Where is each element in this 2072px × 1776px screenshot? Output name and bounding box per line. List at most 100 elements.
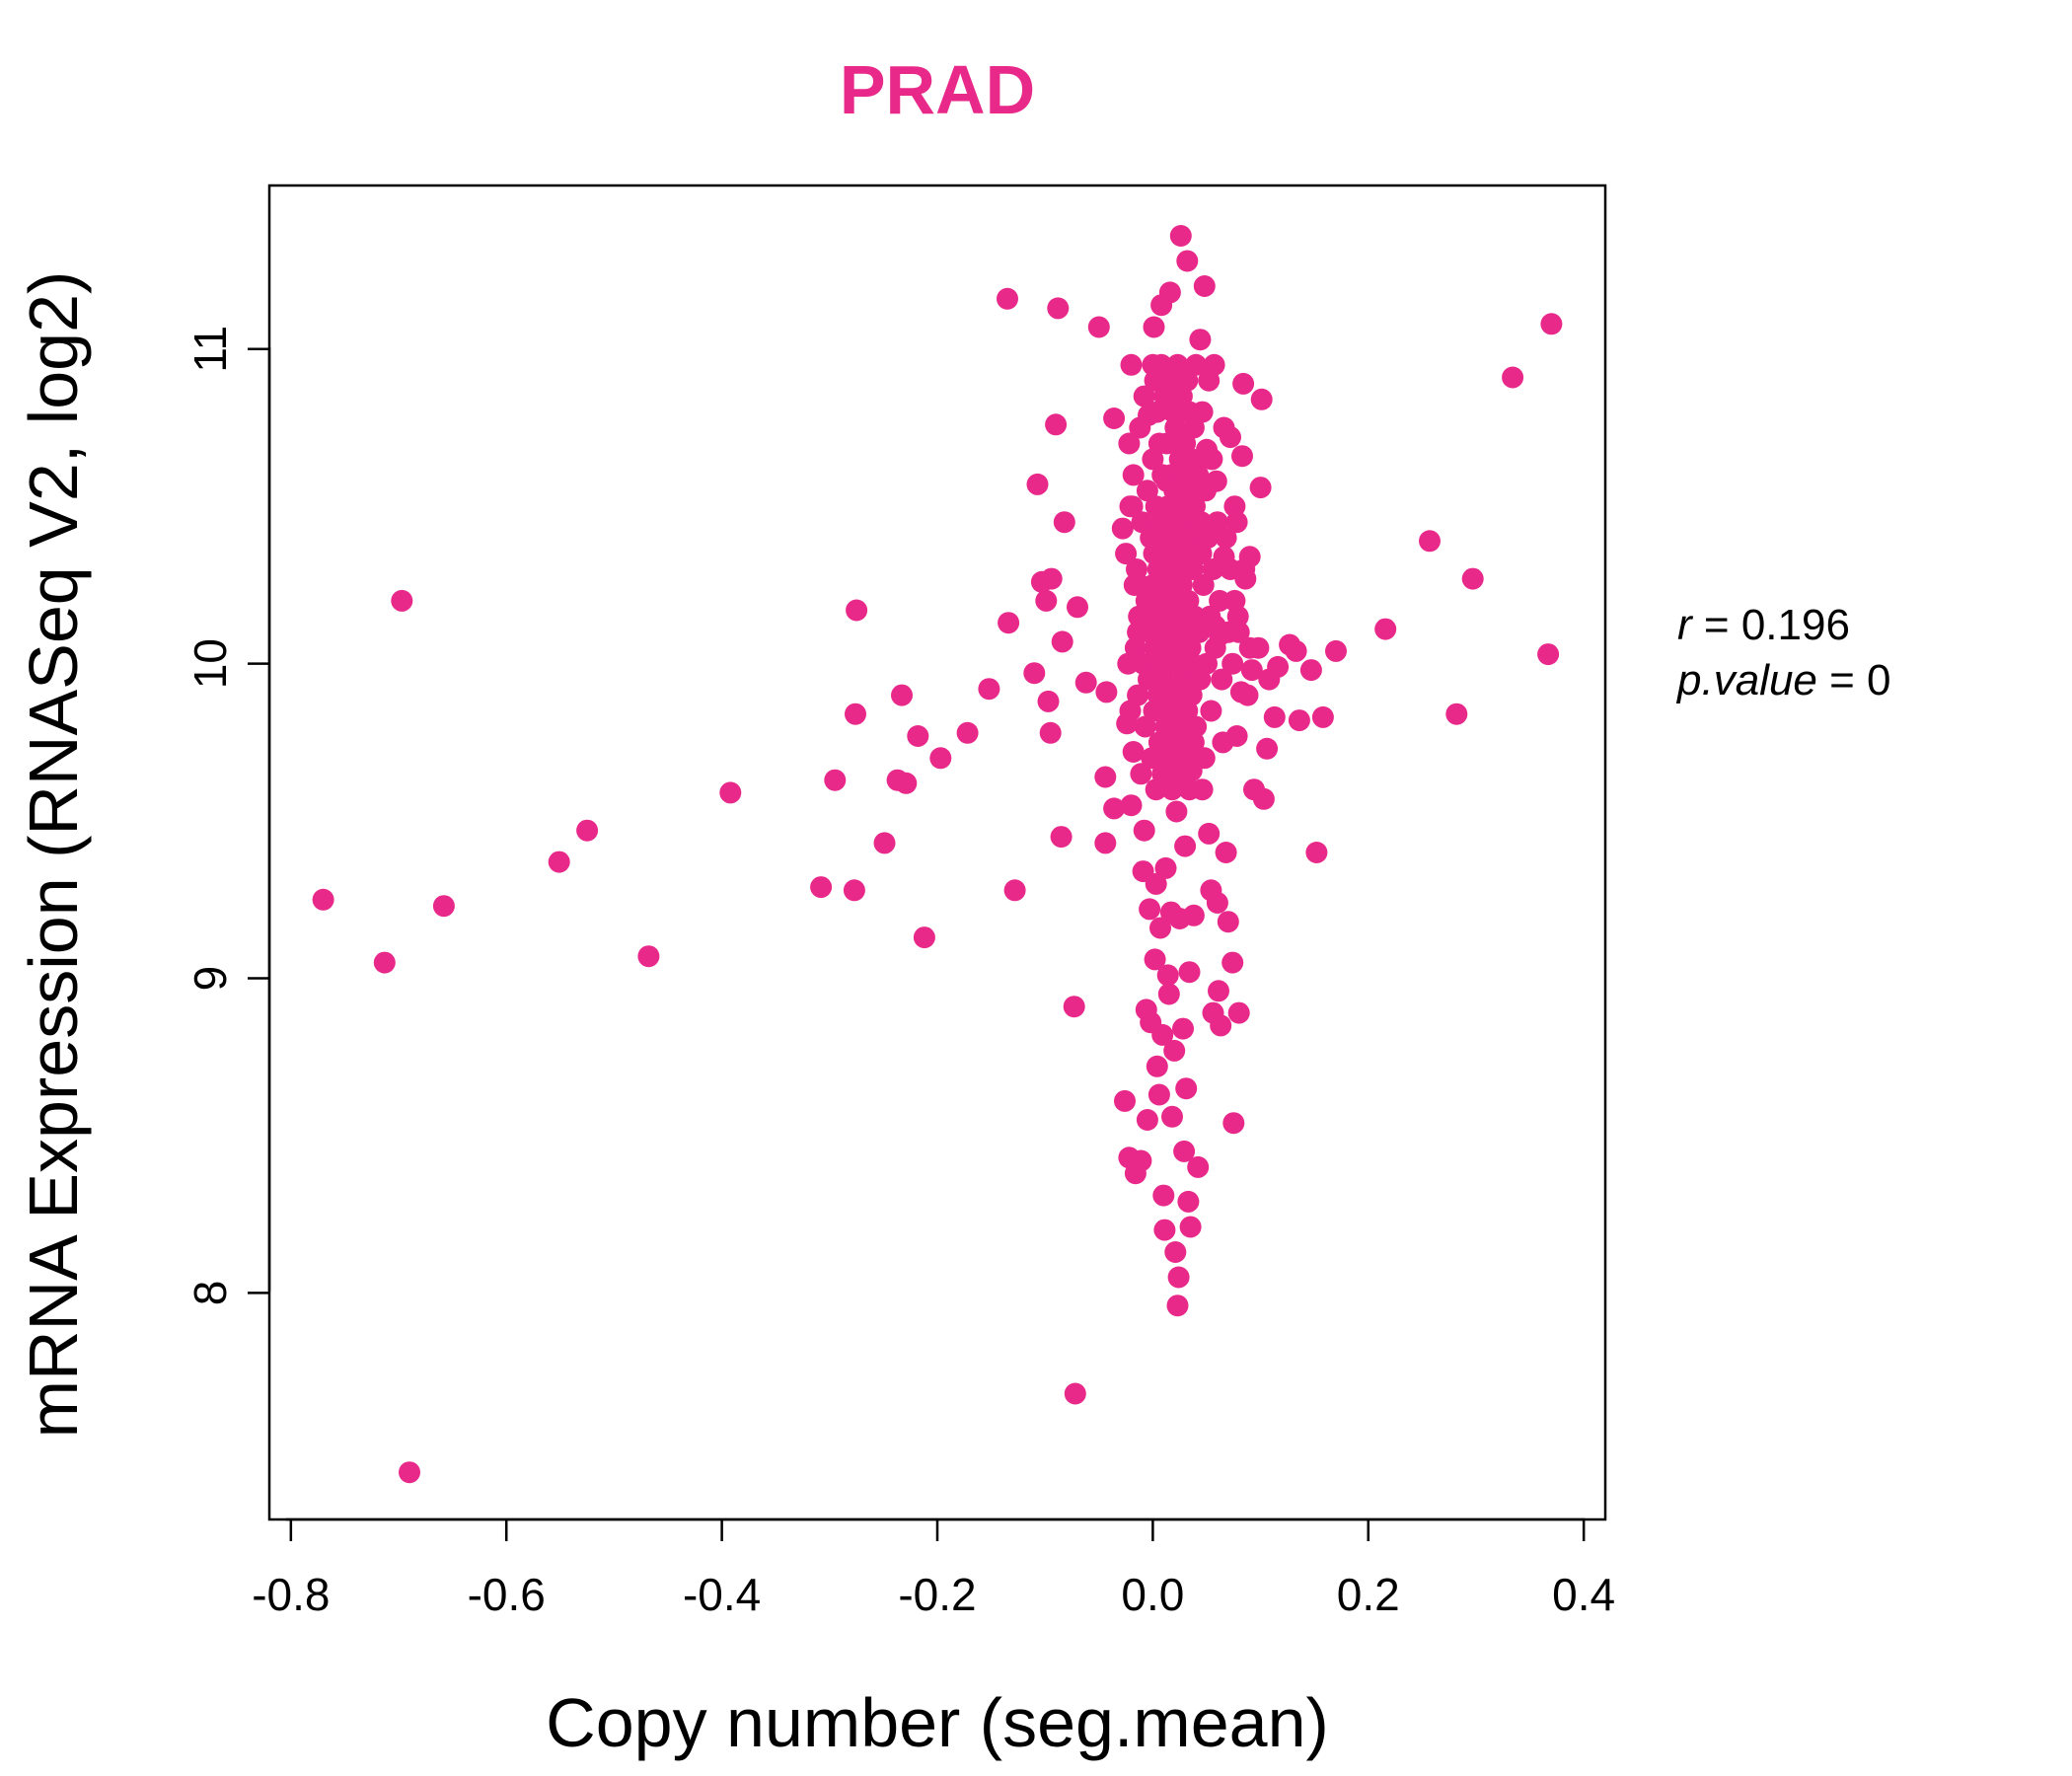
- data-point: [913, 926, 935, 949]
- p-value: 0: [1867, 656, 1890, 704]
- data-point: [1035, 589, 1058, 612]
- data-point: [719, 781, 742, 804]
- data-point: [1163, 1039, 1186, 1062]
- data-point: [1249, 477, 1272, 499]
- data-point: [1206, 892, 1228, 914]
- data-point: [1537, 643, 1560, 666]
- data-point: [1215, 527, 1237, 550]
- x-tick-label: 0.0: [1121, 1569, 1184, 1620]
- x-tick-label: -0.6: [468, 1569, 546, 1620]
- data-point: [824, 769, 847, 791]
- data-point: [1133, 385, 1155, 407]
- data-point: [1177, 1190, 1200, 1213]
- data-point: [1118, 432, 1141, 455]
- x-tick-label: -0.4: [683, 1569, 761, 1620]
- data-point: [373, 951, 396, 974]
- data-point: [1238, 636, 1261, 659]
- data-point: [1189, 329, 1212, 351]
- data-point: [1114, 1089, 1136, 1112]
- y-tick-label: 10: [185, 638, 236, 689]
- correlation-annotation: r = 0.196 p.value = 0: [1675, 601, 1891, 704]
- data-point: [1192, 574, 1215, 596]
- data-point: [1502, 366, 1524, 389]
- data-point: [1130, 763, 1152, 785]
- data-point: [1540, 313, 1563, 335]
- x-tick-label: 0.2: [1337, 1569, 1400, 1620]
- data-point: [1178, 961, 1201, 984]
- data-point: [873, 832, 896, 854]
- data-point: [1165, 800, 1188, 823]
- data-point: [1094, 832, 1117, 854]
- data-point: [907, 725, 929, 747]
- y-tick-label: 8: [185, 1281, 236, 1306]
- data-point: [1197, 527, 1220, 550]
- data-point: [1217, 911, 1239, 933]
- data-point: [1285, 639, 1307, 662]
- data-point: [1201, 448, 1223, 471]
- data-point: [1130, 1149, 1152, 1172]
- y-tick-label: 11: [185, 326, 236, 373]
- data-point: [1222, 1112, 1245, 1135]
- data-point: [1040, 567, 1063, 590]
- data-point: [1129, 416, 1151, 439]
- data-point: [997, 287, 1018, 310]
- data-point: [1167, 1266, 1190, 1289]
- data-point: [1023, 662, 1046, 685]
- data-point: [399, 1461, 420, 1484]
- data-point: [1210, 1014, 1232, 1037]
- data-point: [1256, 737, 1279, 760]
- data-point: [1047, 297, 1070, 320]
- data-point: [1172, 1017, 1194, 1040]
- data-points: [312, 225, 1563, 1484]
- data-point: [1288, 709, 1310, 732]
- data-point: [1094, 766, 1117, 788]
- data-point: [1136, 1109, 1158, 1131]
- y-tick-label: 9: [185, 966, 236, 992]
- data-point: [1202, 558, 1224, 580]
- data-point: [1134, 715, 1156, 738]
- x-tick-label: -0.2: [898, 1569, 976, 1620]
- data-point: [1156, 964, 1179, 987]
- data-point: [1145, 872, 1167, 895]
- data-point: [1169, 225, 1192, 247]
- data-point: [1123, 574, 1146, 596]
- data-point: [1122, 741, 1145, 763]
- data-point: [1147, 1083, 1170, 1106]
- data-point: [1267, 655, 1290, 678]
- data-point: [845, 703, 866, 725]
- data-point: [1161, 1105, 1183, 1128]
- data-point: [1311, 705, 1334, 728]
- r-value: 0.196: [1741, 601, 1850, 649]
- data-point: [1111, 517, 1134, 540]
- data-point: [1166, 353, 1189, 376]
- y-axis-label: mRNA Expression (RNASeq V2, log2): [15, 271, 92, 1439]
- data-point: [1185, 353, 1208, 376]
- data-point: [1003, 879, 1026, 902]
- p-label: p.value: [1675, 656, 1817, 704]
- data-point: [1236, 684, 1259, 706]
- data-point: [1175, 1077, 1198, 1100]
- data-point: [1223, 495, 1246, 518]
- data-point: [1263, 705, 1286, 728]
- data-point: [1374, 618, 1397, 640]
- data-point: [1250, 388, 1273, 410]
- data-point: [637, 945, 660, 968]
- data-point: [1138, 668, 1159, 691]
- data-point: [1191, 401, 1214, 423]
- data-point: [1103, 407, 1126, 429]
- x-axis: -0.8 -0.6 -0.4 -0.2 0.0 0.2 0.4: [252, 1517, 1615, 1620]
- data-point: [1240, 659, 1263, 682]
- data-point: [1198, 822, 1221, 845]
- data-point: [1178, 778, 1201, 801]
- data-point: [1194, 480, 1217, 502]
- data-point: [1198, 369, 1221, 392]
- r-label: r: [1677, 601, 1694, 649]
- data-point: [1231, 445, 1253, 468]
- data-point: [1126, 558, 1147, 580]
- data-point: [1193, 747, 1216, 770]
- data-point: [1120, 794, 1143, 817]
- x-axis-label: Copy number (seg.mean): [546, 1684, 1329, 1761]
- data-point: [1164, 416, 1187, 439]
- data-point: [1232, 372, 1255, 395]
